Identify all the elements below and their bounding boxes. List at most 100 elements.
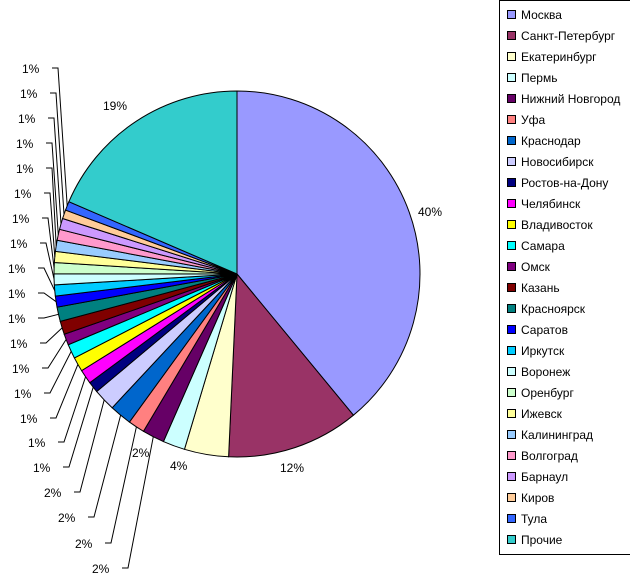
leader-line <box>105 426 137 544</box>
legend-swatch <box>507 493 516 502</box>
legend-label: Владивосток <box>521 217 593 232</box>
legend-label: Барнаул <box>521 469 569 484</box>
leader-line <box>48 117 62 224</box>
leader-line <box>44 192 56 257</box>
legend-item: Воронеж <box>500 361 630 382</box>
legend-item: Пермь <box>500 67 630 88</box>
legend-label: Москва <box>521 7 562 22</box>
legend-item: Москва <box>500 4 630 25</box>
data-label: 2% <box>132 446 150 460</box>
leader-line <box>50 364 79 419</box>
pie-slice <box>236 90 421 416</box>
legend-label: Красноярск <box>521 301 586 316</box>
legend-label: Оренбург <box>521 385 574 400</box>
legend-swatch <box>507 514 516 523</box>
legend-item: Барнаул <box>500 466 630 487</box>
legend-item: Калининград <box>500 424 630 445</box>
legend-swatch <box>507 73 516 82</box>
data-label: 2% <box>58 511 76 525</box>
data-label: 1% <box>16 162 34 176</box>
leader-line <box>46 142 59 235</box>
legend-swatch <box>507 262 516 271</box>
legend-swatch <box>507 157 516 166</box>
legend-swatch <box>507 304 516 313</box>
data-label: 1% <box>20 87 38 101</box>
legend-item: Саратов <box>500 319 630 340</box>
legend-label: Прочие <box>521 532 563 547</box>
leader-line <box>46 167 57 246</box>
data-label: 1% <box>28 436 46 450</box>
legend-label: Екатеринбург <box>521 49 597 64</box>
leader-line <box>40 327 63 344</box>
legend-item: Казань <box>500 277 630 298</box>
leader-line <box>50 92 65 215</box>
legend-item: Владивосток <box>500 214 630 235</box>
legend-item: Челябинск <box>500 193 630 214</box>
data-label: 1% <box>20 412 38 426</box>
legend: Москва Санкт-Петербург Екатеринбург Пермь Ни… <box>499 0 630 555</box>
legend-swatch <box>507 10 516 19</box>
data-label: 1% <box>10 237 28 251</box>
leader-lines <box>38 67 154 569</box>
legend-swatch <box>507 472 516 481</box>
legend-item: Киров <box>500 487 630 508</box>
legend-label: Новосибирск <box>521 154 594 169</box>
legend-item: Оренбург <box>500 382 630 403</box>
legend-swatch <box>507 388 516 397</box>
pie-slices <box>53 90 421 458</box>
legend-label: Уфа <box>521 112 546 127</box>
legend-label: Нижний Новгород <box>521 91 621 106</box>
data-label: 1% <box>16 137 34 151</box>
legend-label: Челябинск <box>521 196 581 211</box>
data-label: 1% <box>12 212 30 226</box>
data-label: 1% <box>14 187 32 201</box>
data-label: 1% <box>12 362 30 376</box>
leader-line <box>38 267 56 291</box>
legend-item: Омск <box>500 256 630 277</box>
legend-label: Краснодар <box>521 133 581 148</box>
legend-label: Иркутск <box>521 343 565 358</box>
leader-line <box>52 67 68 206</box>
legend-label: Ростов-на-Дону <box>521 175 609 190</box>
data-label: 1% <box>14 387 32 401</box>
legend-label: Саратов <box>521 322 568 337</box>
legend-swatch <box>507 31 516 40</box>
legend-label: Казань <box>521 280 560 295</box>
data-labels: 40% 12% 4% 2% 2% 2% 2% 2% 1% 1% 1% 1% 1% 1% 1% 1% 1% 1% 1%… <box>8 62 442 576</box>
pie-slice <box>228 272 355 458</box>
legend-label: Волгоград <box>521 448 578 463</box>
leader-line <box>40 242 55 280</box>
legend-item: Волгоград <box>500 445 630 466</box>
data-label: 1% <box>10 337 28 351</box>
legend-label: Воронеж <box>521 364 571 379</box>
legend-swatch <box>507 220 516 229</box>
legend-label: Тула <box>521 511 548 526</box>
legend-label: Пермь <box>521 70 558 85</box>
legend-swatch <box>507 178 516 187</box>
data-label: 2% <box>75 537 93 551</box>
leader-line <box>38 292 57 303</box>
leader-line <box>122 436 154 569</box>
leader-line <box>44 351 72 394</box>
pie-slice <box>68 90 238 275</box>
legend-item: Уфа <box>500 109 630 130</box>
legend-item: Краснодар <box>500 130 630 151</box>
legend-label: Омск <box>521 259 550 274</box>
legend-label: Самара <box>521 238 565 253</box>
legend-swatch <box>507 241 516 250</box>
legend-swatch <box>507 367 516 376</box>
legend-swatch <box>507 94 516 103</box>
data-label: 4% <box>170 459 188 473</box>
leader-line <box>38 313 59 319</box>
data-label: 1% <box>8 312 26 326</box>
legend-swatch <box>507 451 516 460</box>
legend-label: Ижевск <box>521 406 562 421</box>
data-label: 19% <box>103 99 127 113</box>
leader-line <box>74 399 105 493</box>
data-label: 12% <box>280 461 304 475</box>
legend-label: Санкт-Петербург <box>521 28 616 43</box>
legend-label: Киров <box>521 490 555 505</box>
legend-swatch <box>507 283 516 292</box>
legend-label: Калининград <box>521 427 594 442</box>
